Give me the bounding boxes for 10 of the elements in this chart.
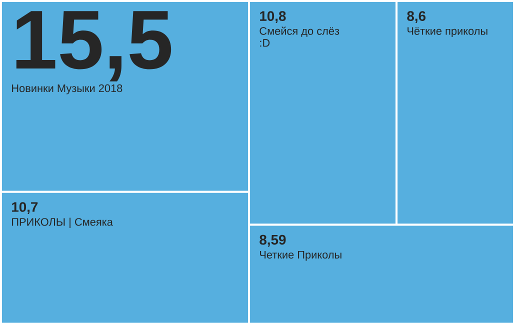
data-label: 8,59 [260, 234, 286, 247]
category-label: Смейся до слёз :D [260, 26, 340, 47]
category-label: ПРИКОЛЫ | Смеяка [12, 218, 113, 228]
category-label: Чёткие приколы [408, 27, 488, 38]
data-label: 10,8 [260, 11, 286, 24]
data-label: 8,6 [407, 11, 426, 24]
category-label: Четкие Приколы [260, 251, 342, 261]
category-label: Новинки Музыки 2018 [12, 84, 122, 94]
data-label: 10,7 [12, 202, 38, 214]
data-label: 15,5 [16, 11, 172, 82]
